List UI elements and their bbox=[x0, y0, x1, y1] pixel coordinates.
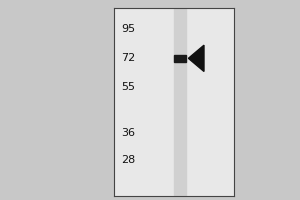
Text: 36: 36 bbox=[122, 128, 136, 138]
Text: 72: 72 bbox=[121, 53, 136, 63]
Bar bbox=[174, 8, 186, 196]
Bar bbox=[174, 55, 186, 62]
Text: 28: 28 bbox=[121, 155, 136, 165]
Text: 95: 95 bbox=[122, 24, 136, 34]
Text: 55: 55 bbox=[122, 82, 136, 92]
Polygon shape bbox=[188, 45, 204, 71]
